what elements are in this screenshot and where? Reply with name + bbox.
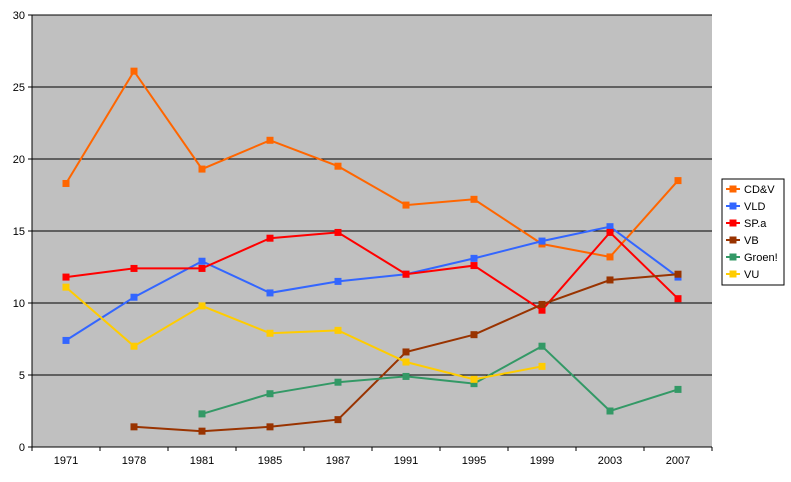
data-point-vld: [198, 257, 206, 265]
x-tick-label: 1999: [530, 455, 554, 467]
data-point-vld: [470, 254, 478, 262]
x-tick-label: 1995: [462, 455, 486, 467]
y-tick-label: 20: [13, 154, 25, 166]
legend-swatch-marker-groen: [729, 253, 737, 261]
data-point-sp-a: [198, 264, 206, 272]
data-point-groen: [470, 380, 478, 388]
legend-swatch-marker-vb: [729, 236, 737, 244]
data-point-vld: [334, 277, 342, 285]
x-axis-ticks: 1971 1978 1981 1985 1987 1991 1995 1999 2003 2007: [31, 447, 713, 467]
y-tick-label: 25: [13, 82, 25, 94]
data-point-sp-a: [538, 306, 546, 314]
series-line-sp-a: [65, 230, 679, 312]
data-point-sp-a: [470, 262, 478, 270]
legend-label-vld: VLD: [744, 201, 765, 213]
series-markers: [62, 67, 682, 435]
legend-swatch-marker-sp-a: [729, 219, 737, 227]
legend-label-groen: Groen!: [744, 252, 778, 264]
data-point-sp-a: [606, 228, 614, 236]
series-line-groen: [201, 344, 679, 415]
y-axis-ticks: 0 5 10 15 20 25 30: [13, 10, 32, 454]
data-point-vld: [130, 293, 138, 301]
data-point-vld: [62, 336, 70, 344]
y-tick-label: 0: [19, 442, 25, 454]
data-point-cd-v: [198, 165, 206, 173]
legend-label-sp-a: SP.a: [744, 218, 767, 230]
data-point-vu: [62, 283, 70, 291]
x-tick-label: 1991: [394, 455, 418, 467]
data-point-cd-v: [266, 136, 274, 144]
data-point-vu: [402, 358, 410, 366]
data-point-sp-a: [334, 228, 342, 236]
legend-label-cd-v: CD&V: [744, 184, 775, 196]
data-point-vld: [538, 237, 546, 245]
y-tick-label: 15: [13, 226, 25, 238]
data-point-vb: [334, 416, 342, 424]
data-point-vu: [334, 326, 342, 334]
data-point-vb: [198, 427, 206, 435]
legend-label-vu: VU: [744, 269, 759, 281]
x-tick-label: 1981: [190, 455, 214, 467]
data-point-cd-v: [606, 253, 614, 261]
data-point-sp-a: [402, 270, 410, 278]
data-point-groen: [538, 342, 546, 350]
data-point-sp-a: [62, 273, 70, 281]
data-point-groen: [606, 407, 614, 415]
data-point-groen: [266, 390, 274, 398]
data-point-groen: [198, 410, 206, 418]
legend-swatch-marker-cd-v: [729, 185, 737, 193]
data-point-cd-v: [674, 177, 682, 185]
x-tick-label: 1971: [54, 455, 78, 467]
data-point-vu: [130, 342, 138, 350]
legend-swatch-marker-vld: [729, 202, 737, 210]
legend-swatch-marker-vu: [729, 270, 737, 278]
data-point-vu: [266, 329, 274, 337]
data-point-sp-a: [266, 234, 274, 242]
y-tick-label: 10: [13, 298, 25, 310]
data-point-groen: [334, 378, 342, 386]
data-point-vb: [538, 300, 546, 308]
data-point-vb: [130, 423, 138, 431]
x-tick-label: 1978: [122, 455, 146, 467]
data-point-cd-v: [402, 201, 410, 209]
gridlines: [32, 14, 712, 376]
y-tick-label: 30: [13, 10, 25, 22]
series-line-vld: [65, 225, 679, 342]
data-point-vb: [266, 423, 274, 431]
data-point-vld: [606, 223, 614, 231]
x-tick-label: 1987: [326, 455, 350, 467]
data-point-vu: [538, 362, 546, 370]
legend-label-vb: VB: [744, 235, 759, 247]
y-tick-label: 5: [19, 370, 25, 382]
data-point-vb: [470, 331, 478, 339]
x-tick-label: 1985: [258, 455, 282, 467]
data-point-sp-a: [130, 264, 138, 272]
data-point-cd-v: [130, 67, 138, 75]
data-point-vu: [470, 375, 478, 383]
series-line-cd-v: [65, 69, 679, 258]
data-point-vb: [606, 276, 614, 284]
data-point-cd-v: [334, 162, 342, 170]
data-point-sp-a: [674, 295, 682, 303]
data-point-vb: [402, 348, 410, 356]
x-tick-label: 2003: [598, 455, 622, 467]
series-line-vu: [65, 286, 543, 381]
x-tick-label: 2007: [666, 455, 690, 467]
data-point-vu: [198, 302, 206, 310]
data-point-groen: [674, 385, 682, 393]
data-point-cd-v: [470, 195, 478, 203]
data-point-cd-v: [62, 179, 70, 187]
data-point-vld: [266, 289, 274, 297]
data-point-groen: [402, 372, 410, 380]
legend-box: [721, 178, 785, 286]
legend: CD&V VLD SP.a VB Groen! VU: [721, 178, 785, 286]
data-point-vb: [674, 270, 682, 278]
